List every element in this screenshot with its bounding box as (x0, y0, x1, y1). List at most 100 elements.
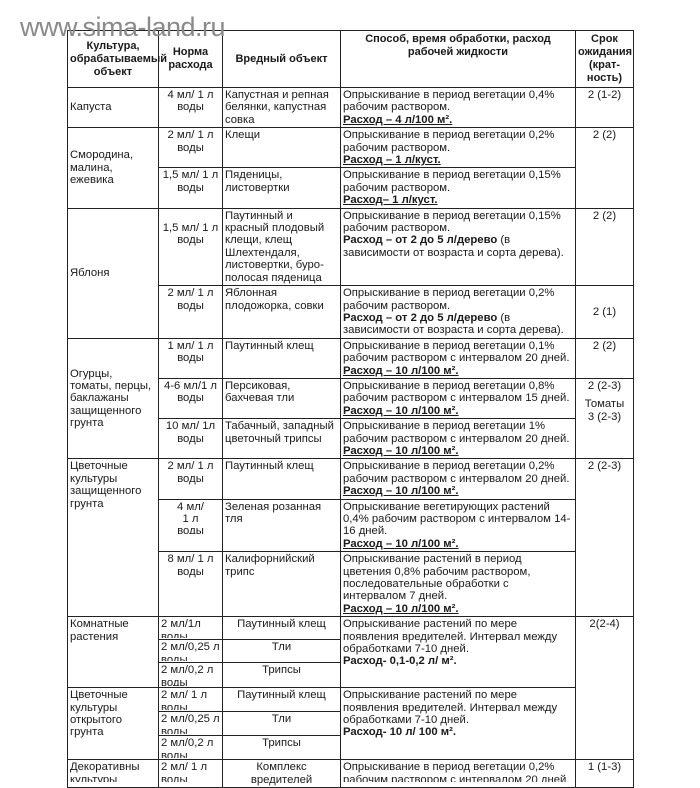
pest-cell: Тли (222, 711, 341, 737)
norm-cell: 2 мл/0,2 л воды (158, 735, 223, 761)
rate-text: Расход – 10 л/100 м². (343, 537, 459, 550)
culture-cell: Цветочные культуры открытого грунта (67, 687, 159, 761)
culture-text: Декоративны культуры (70, 761, 140, 783)
wait-cell: 2 (2) (575, 207, 634, 287)
method-cell: Опрыскивание в период вегетации 1% рабоч… (340, 418, 576, 460)
norm-cell: 8 мл/ 1 л воды (158, 551, 223, 618)
pest-cell: Паутинный и красный плодовый клещи, клещ… (222, 207, 341, 287)
method-cell: Опрыскивание растений по мере появления … (340, 616, 576, 689)
norm-cell: 2 мл/ 1 л воды (158, 759, 223, 788)
method-text: Опрыскивание в период вегетации 0,15% ра… (343, 169, 561, 194)
culture-cell: Цветочные культуры защищенного грунта (67, 458, 159, 618)
header-row: Культура, обрабатываемый объект Норма ра… (67, 30, 634, 88)
method-cell: Опрыскивание в период вегетации 0,8% раб… (340, 377, 576, 420)
pest-cell: Персиковая, бахчевая тли (222, 377, 341, 420)
pest-cell: Паутинный клещ (222, 337, 341, 379)
pest-cell: Комплекс вредителей (222, 759, 341, 788)
wait-cell: 2 (1) (575, 285, 634, 339)
norm-text: 1,5 мл/ 1 л воды (162, 221, 219, 247)
method-cell: Опрыскивание в период вегетации 0,15% ра… (340, 207, 576, 287)
rate-note: (в зависимости от возраста и сорта дерев… (343, 311, 564, 337)
norm-text: 2 мл/ 1 л воды (161, 761, 208, 783)
method-text: Опрыскивание в период вегетации 0,2% раб… (343, 129, 555, 154)
header-wait: Срок ожидания (крат-ность) (575, 30, 634, 88)
method-text: Опрыскивание в период вегетации 0,15% ра… (343, 209, 561, 235)
rate-text: Расход – 10 л/100 м². (343, 404, 459, 417)
rate-text: Расход- 0,1-0,2 л/ м². (343, 655, 457, 668)
table-row: Декоративны культуры 2 мл/ 1 л воды Комп… (67, 759, 634, 788)
rate-text: Расход – от 2 до 5 л/дерево (343, 234, 498, 247)
pesticide-table: Культура, обрабатываемый объект Норма ра… (67, 30, 634, 788)
norm-cell: 1 мл/ 1 л воды (158, 337, 223, 379)
culture-cell: Яблоня (67, 207, 159, 339)
method-cell: Опрыскивание в период вегетации 0,2% раб… (340, 285, 576, 339)
wait-cell: 1 (1-3) (575, 759, 634, 788)
rate-text: Расход- 10 л/ 100 м². (343, 726, 457, 739)
table-row: Огурцы, томаты, перцы, баклажаны защищен… (67, 337, 634, 460)
wait-cell: 2 (2-3) Томаты 3 (2-3) (575, 377, 634, 460)
table-row: 4 мл/ 1 л воды Зеленая розанная тля Опры… (68, 498, 634, 553)
norm-text: 2 мл/0,25 л воды (161, 641, 220, 662)
norm-cell: 4 мл/ 1 л воды (158, 86, 223, 129)
culture-cell: Огурцы, томаты, перцы, баклажаны защищен… (67, 337, 159, 460)
wait-cell: 2 (2) (575, 127, 634, 209)
rate-text: Расход – 10 л/100 м². (343, 444, 459, 457)
norm-cell: 4 мл/ 1 л воды (158, 498, 223, 553)
method-text: Опрыскивание в период вегетации 1% рабоч… (343, 420, 570, 445)
watermark: www.sima-land.ru (20, 12, 226, 42)
wait-cell: 2 (1-2) (575, 86, 634, 129)
method-text: Опрыскивание растений по мере появления … (343, 689, 558, 727)
pest-cell: Трипсы (222, 735, 341, 761)
method-cell: Опрыскивание в период вегетации 0,15% ра… (340, 167, 576, 209)
wait-cell: 2 (2-3) (575, 458, 634, 618)
pest-cell: Зеленая розанная тля (222, 498, 341, 553)
culture-cell: Капуста (67, 86, 159, 129)
wait-cell: 2 (2) (575, 337, 634, 379)
pest-cell: Трипсы (222, 662, 341, 689)
norm-text: 2 мл/0,2 л воды (161, 664, 214, 687)
header-method: Способ, время обработки, расход рабочей … (340, 30, 576, 88)
method-text: Опрыскивание в период вегетации 0,2% раб… (343, 460, 570, 485)
culture-cell: Декоративны культуры (67, 759, 159, 788)
rate-text: Расход – 10 л/100 м². (343, 364, 459, 377)
rate-text: Расход – 4 л/100 м². (343, 113, 453, 126)
norm-text: 2 мл/0,25 л воды (161, 713, 220, 735)
rate-text: Расход – от 2 до 5 л/дерево (343, 311, 498, 324)
method-cell: Опрыскивание растений в период цветения … (340, 551, 576, 618)
rate-text: Расход – 10 л/100 м². (343, 485, 459, 498)
method-cell: Опрыскивание в период вегетации 0,2% раб… (340, 127, 576, 169)
table-row: 2 мл/ 1 л воды Яблонная плодожорка, совк… (68, 285, 634, 339)
norm-text: 4 мл/ 1 л воды (177, 500, 204, 534)
norm-cell: 2 мл/0,2 л воды (158, 662, 223, 689)
pest-cell: Табачный, западный цветочный трипсы (222, 418, 341, 460)
header-pest: Вредный объект (222, 30, 341, 88)
method-cell: Опрыскивание в период вегетации 0,2% раб… (340, 759, 576, 788)
pest-cell: Пяденицы, листовертки (222, 167, 341, 209)
table-row: 2 мл/0,2 л воды Трипсы (68, 662, 634, 689)
norm-cell: 1,5 мл/ 1 л воды (158, 207, 223, 287)
norm-text: 2 мл/0,2 л воды (161, 737, 214, 759)
norm-cell: 10 мл/ 1л воды (158, 418, 223, 460)
method-text: Опрыскивание растений в период цветения … (343, 553, 531, 603)
method-text: Опрыскивание в период вегетации 0,2% раб… (343, 761, 570, 783)
norm-cell: 4-6 мл/1 л воды (158, 377, 223, 420)
wait-text: 2 (2-3) (587, 379, 622, 392)
method-text: Опрыскивание в период вегетации 0,8% раб… (343, 379, 570, 405)
table-row: Цветочные культуры защищенного грунта 2 … (67, 458, 634, 618)
table-row: 8 мл/ 1 л воды Калифорнийский трипс Опры… (68, 551, 634, 618)
method-cell: Опрыскивание в период вегетации 0,1% раб… (340, 337, 576, 379)
method-cell: Опрыскивание растений по мере появления … (340, 687, 576, 761)
pest-cell: Тли (222, 639, 341, 664)
pest-cell: Калифорнийский трипс (222, 551, 341, 618)
rate-text: Расход – 1 л/куст. (343, 154, 441, 167)
rate-text: Расход– 1 л/куст. (343, 194, 438, 207)
norm-cell: 2 мл/ 1 л воды (158, 285, 223, 339)
pest-cell: Клещи (222, 127, 341, 169)
table-row: Яблоня 1,5 мл/ 1 л воды Паутинный и крас… (67, 207, 634, 339)
pest-cell: Яблонная плодожорка, совки (222, 285, 341, 339)
header-culture: Культура, обрабатываемый объект (67, 30, 167, 88)
table-row: 4-6 мл/1 л воды Персиковая, бахчевая тли… (68, 377, 634, 460)
table-row: Смородина, малина, ежевика 2 мл/ 1 л вод… (67, 127, 634, 209)
table-row: Комнатные растения 2 мл/1л воды Паутинны… (67, 616, 634, 761)
norm-cell: 2 мл/1л воды (158, 616, 223, 641)
